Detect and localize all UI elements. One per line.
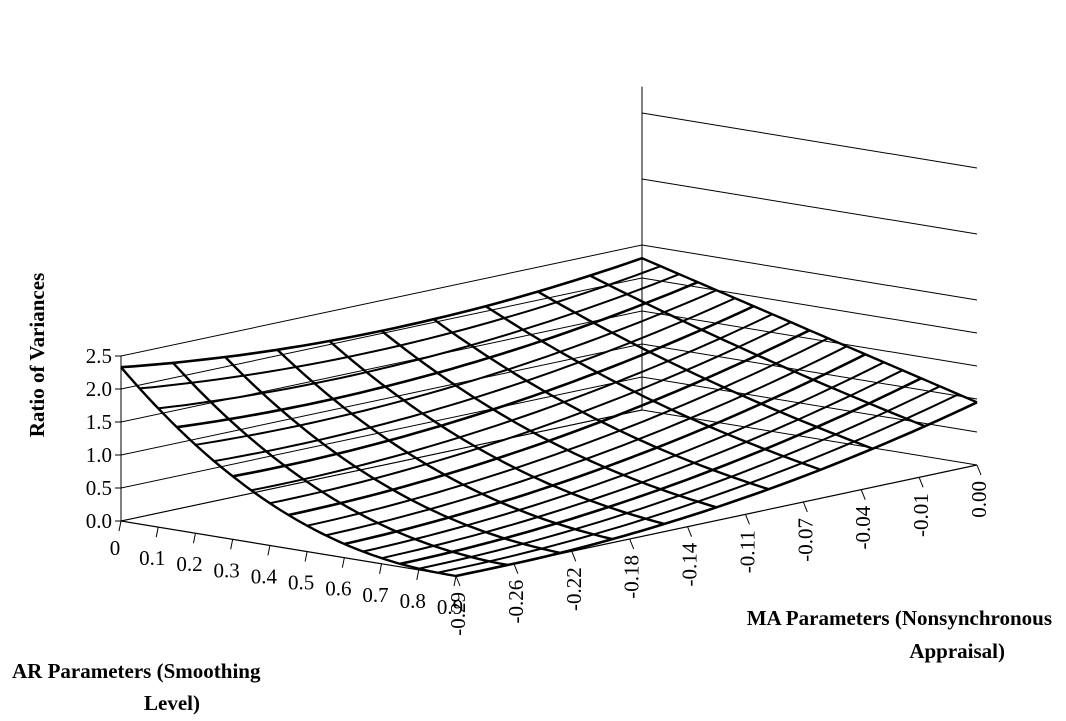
wall-gridline-back (641, 112, 978, 169)
ma-tick (976, 464, 982, 476)
wall-gridline-back (641, 409, 978, 466)
ma-tick (513, 563, 519, 574)
ar-tick (267, 545, 271, 556)
mesh-line-ma (432, 318, 769, 491)
mesh-line-ma (276, 348, 613, 541)
ar-tick-label: 0.4 (251, 564, 278, 588)
ar-tick-label: 0.1 (139, 546, 165, 570)
ma-tick (744, 514, 750, 525)
ar-tick (192, 533, 196, 544)
wall-gridline-left (120, 376, 643, 489)
ar-tick-label: 0.2 (176, 552, 202, 576)
ar-tick-label: 0.5 (288, 571, 314, 595)
ar-tick-label: 0 (110, 536, 121, 560)
mesh-line-ma (328, 340, 665, 526)
z-tick-label: 2.0 (86, 377, 112, 401)
mesh-line-ma (641, 257, 978, 404)
ma-tick (455, 575, 461, 587)
z-tick-labels: 0.0 0.5 1.0 1.5 2.0 2.5 (86, 344, 121, 533)
wall-gridline-left (120, 310, 643, 423)
ma-tick (918, 477, 924, 488)
z-axis-title: Ratio of Variances (25, 273, 49, 438)
ma-tick-label: -0.11 (735, 530, 759, 573)
ma-tick-label: -0.18 (620, 555, 644, 599)
mesh-line-ma (120, 366, 457, 578)
mesh-line-ma (485, 305, 822, 471)
ar-tick-label: 0.8 (400, 589, 426, 613)
ma-tick-label: -0.26 (504, 580, 528, 624)
ar-tick-label: 0.3 (214, 558, 240, 582)
ma-tick (629, 538, 635, 550)
ma-axis-line (455, 464, 978, 577)
mesh-line-ma (172, 362, 509, 567)
ma-tick-label: 0.00 (967, 481, 991, 518)
ar-tick (155, 527, 159, 538)
wall-gridline-back (641, 376, 978, 433)
ma-tick (802, 501, 808, 513)
mesh-line-ar (399, 377, 922, 566)
wall-gridline-back (641, 310, 978, 367)
wall-gridline-back (641, 277, 978, 334)
ar-axis-title-line2: Level) (144, 691, 200, 715)
mesh-line-ma (224, 356, 561, 555)
wall-gridline-back (641, 244, 978, 301)
ar-axis-title-line1: AR Parameters (Smoothing (12, 659, 261, 683)
ar-tick-labels: 0 0.1 0.2 0.3 0.4 0.5 0.6 0.7 0.8 0.9 (110, 520, 463, 619)
ma-tick-label: -0.01 (909, 493, 933, 537)
mesh-line-ma (589, 274, 926, 428)
ma-tick (687, 526, 693, 537)
ar-tick (379, 563, 383, 574)
ar-tick (453, 575, 457, 587)
z-tick-label: 1.5 (86, 410, 112, 434)
mesh-line-ma (537, 290, 874, 450)
ma-tick-label: -0.29 (446, 592, 470, 636)
ma-tick-label: -0.07 (793, 518, 817, 562)
z-tick-label: 1.0 (86, 443, 112, 467)
floor-edge (120, 409, 643, 522)
ar-tick (230, 539, 234, 550)
z-tick-label: 2.5 (86, 344, 112, 368)
mesh-line-ar (325, 345, 848, 537)
ma-tick-labels: -0.29 -0.26 -0.22 -0.18 -0.14 -0.11 -0.07 -0.04… (446, 464, 991, 636)
ar-tick (118, 520, 122, 532)
ar-tick (416, 569, 420, 580)
ma-tick (860, 489, 866, 500)
wall-gridline-left (120, 343, 643, 456)
ar-tick-label: 0.7 (362, 583, 388, 607)
wall-gridline-back (641, 178, 978, 235)
z-tick-label: 0.5 (86, 476, 112, 500)
wall-gridline-left (120, 277, 643, 390)
ar-tick (341, 557, 345, 568)
ar-tick-label: 0.9 (437, 595, 463, 619)
ma-tick-label: -0.04 (851, 505, 875, 549)
ma-axis-title-line1: MA Parameters (Nonsynchronous (747, 606, 1052, 630)
ma-tick (571, 551, 577, 562)
z-tick-label: 0.0 (86, 509, 112, 533)
wall-gridline-back (641, 343, 978, 400)
mesh-line-ma (380, 329, 717, 509)
wall-gridline-left (120, 244, 643, 357)
ar-tick-label: 0.6 (325, 577, 351, 601)
ar-tick (304, 551, 308, 562)
axes (120, 409, 978, 577)
ar-axis-line (120, 520, 457, 577)
back-walls (120, 86, 978, 522)
ma-tick-label: -0.14 (678, 542, 702, 586)
ma-axis-title-line2: Appraisal) (909, 639, 1005, 663)
ma-tick-label: -0.22 (562, 567, 586, 611)
surface-mesh (120, 256, 978, 578)
